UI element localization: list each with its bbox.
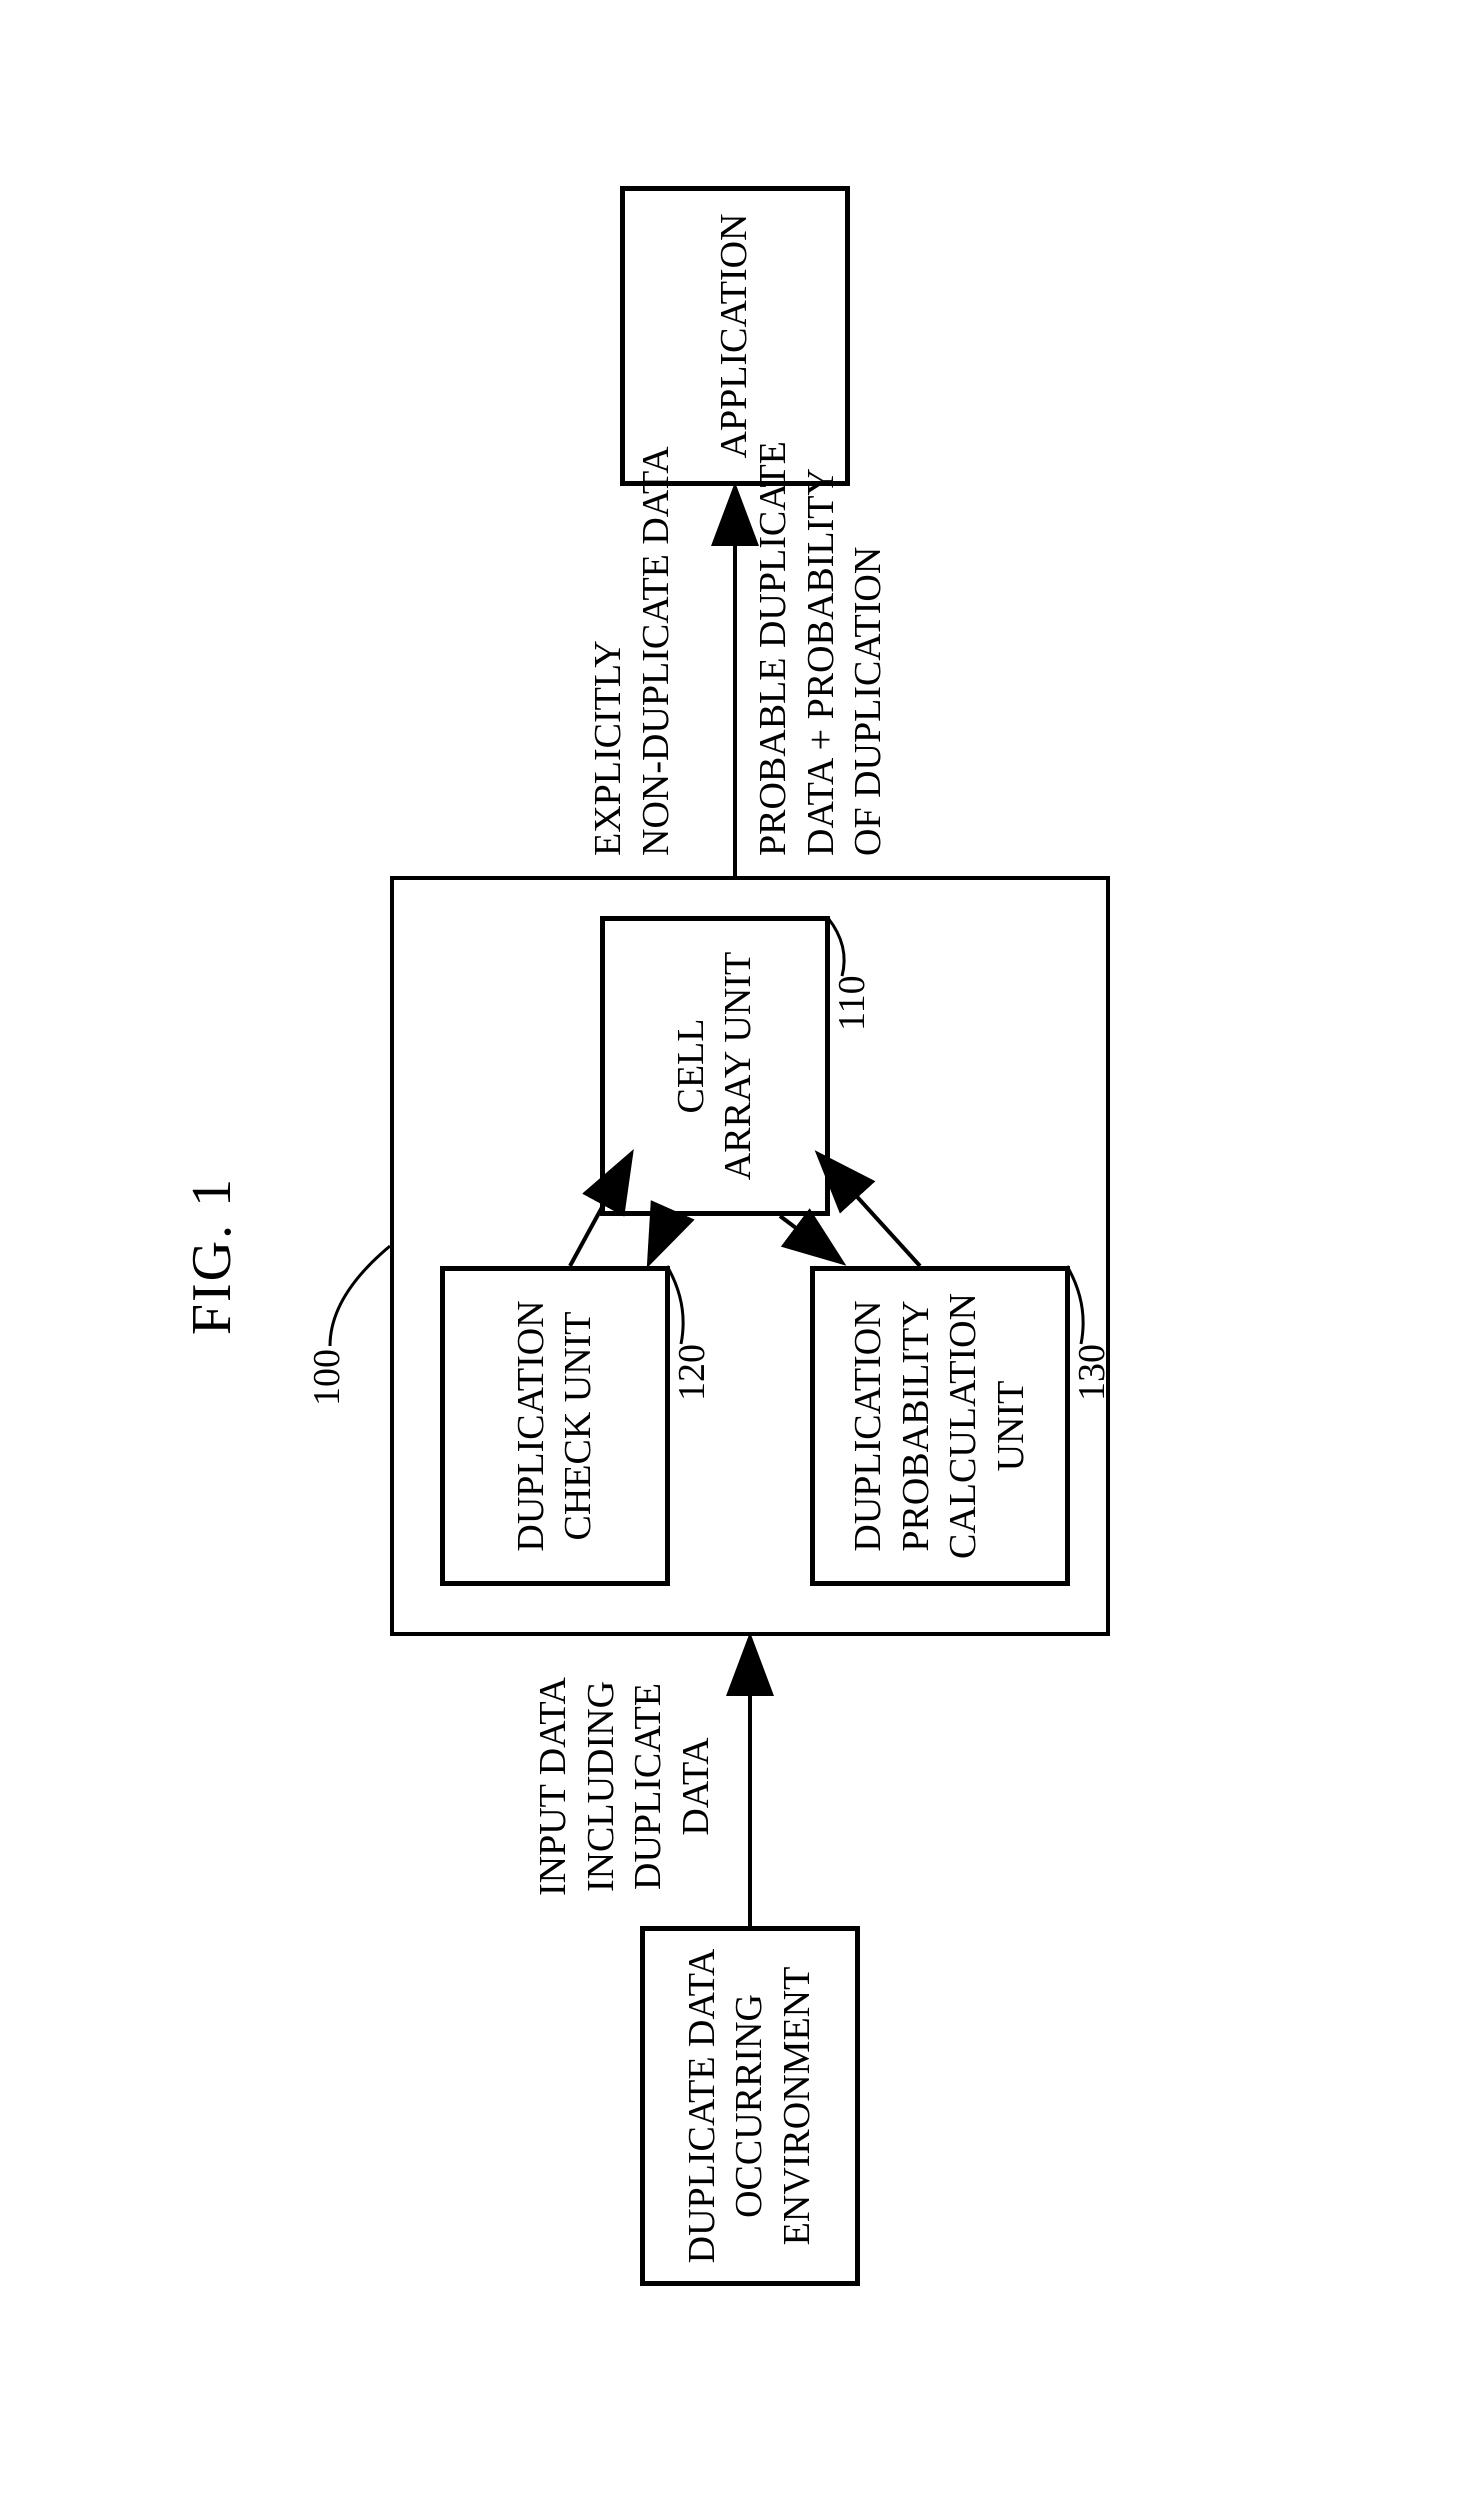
out-top-label: EXPLICITLYNON-DUPLICATE DATA (585, 446, 680, 856)
arrows-svg (140, 156, 1340, 2356)
in-arrow-label: INPUT DATAINCLUDINGDUPLICATEDATA (530, 1677, 720, 1896)
out-bot-label: PROBABLE DUPLICATEDATA + PROBABILITYOF D… (750, 441, 893, 856)
